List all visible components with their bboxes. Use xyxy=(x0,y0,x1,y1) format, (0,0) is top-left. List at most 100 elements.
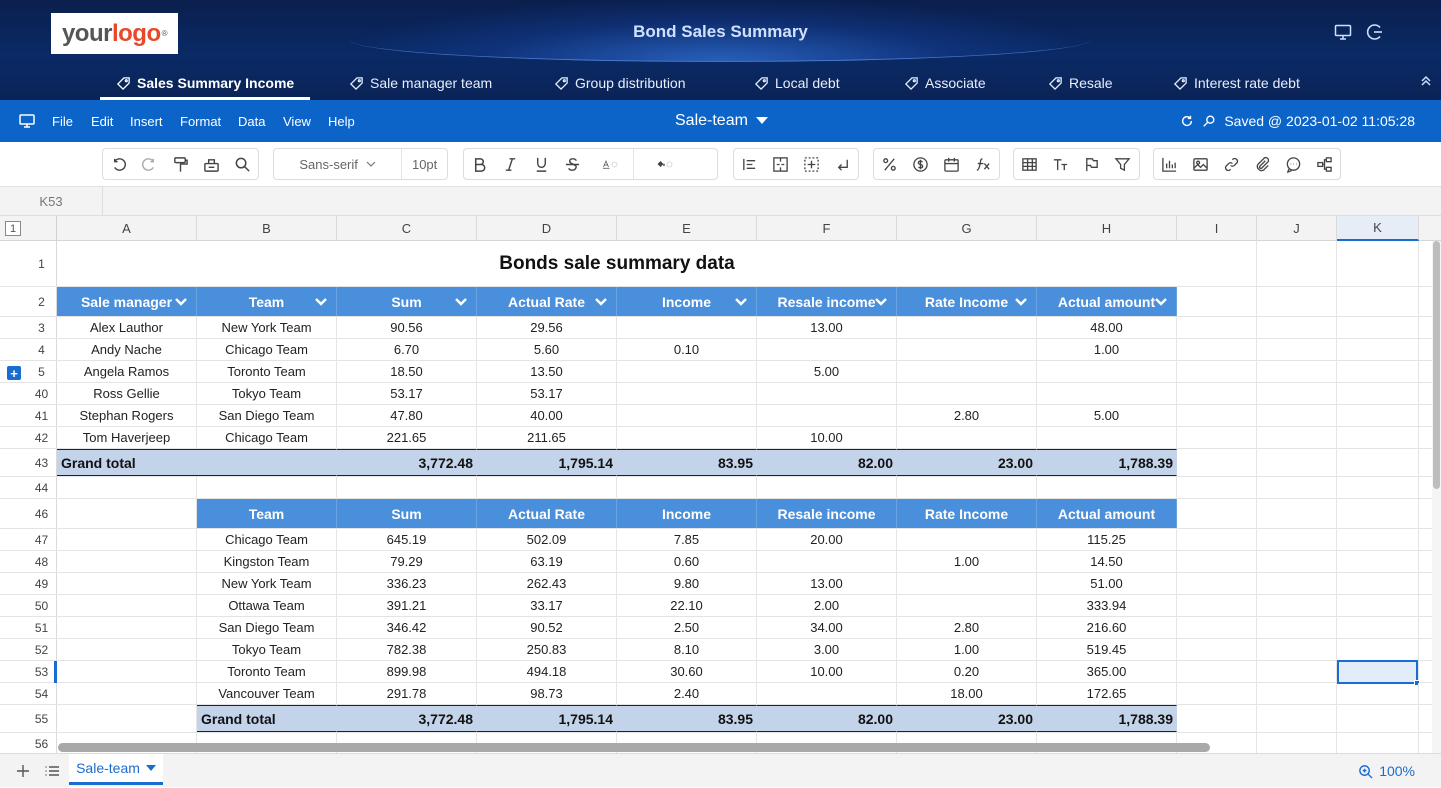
data-cell[interactable] xyxy=(897,595,1037,616)
empty-cell[interactable] xyxy=(1257,705,1337,732)
data-cell[interactable]: New York Team xyxy=(197,573,337,594)
spreadsheet-grid[interactable]: 1 A B C D E F G H I J K 1 Bonds sale summ… xyxy=(0,216,1441,753)
data-cell[interactable]: Tokyo Team xyxy=(197,383,337,404)
data-cell[interactable]: 1.00 xyxy=(897,639,1037,660)
data-cell[interactable]: 645.19 xyxy=(337,529,477,550)
data-cell[interactable] xyxy=(897,573,1037,594)
empty-cell[interactable] xyxy=(1337,383,1419,404)
empty-cell[interactable] xyxy=(1037,477,1177,498)
tab-resale[interactable]: Resale xyxy=(1048,66,1113,100)
filter-dropdown-icon[interactable] xyxy=(314,296,328,308)
data-cell[interactable]: 6.70 xyxy=(337,339,477,360)
empty-cell[interactable] xyxy=(57,499,197,528)
row-header[interactable]: 49 xyxy=(27,573,57,594)
strikethrough-icon[interactable] xyxy=(557,149,588,179)
empty-cell[interactable] xyxy=(1257,241,1337,286)
data-cell[interactable]: 391.21 xyxy=(337,595,477,616)
empty-cell[interactable] xyxy=(57,639,197,660)
column-header-cell[interactable]: Income xyxy=(617,499,757,528)
empty-cell[interactable] xyxy=(1177,529,1257,550)
empty-cell[interactable] xyxy=(1337,427,1419,448)
row-header[interactable]: 4 xyxy=(27,339,57,360)
data-cell[interactable]: 0.20 xyxy=(897,661,1037,682)
tab-associate[interactable]: Associate xyxy=(904,66,986,100)
table-title[interactable]: Bonds sale summary data xyxy=(499,252,735,274)
empty-cell[interactable] xyxy=(1177,339,1257,360)
data-cell[interactable]: New York Team xyxy=(197,317,337,338)
data-cell[interactable]: 5.00 xyxy=(1037,405,1177,426)
data-cell[interactable] xyxy=(897,317,1037,338)
data-cell[interactable] xyxy=(897,529,1037,550)
bold-icon[interactable] xyxy=(464,149,495,179)
row-header[interactable]: 3 xyxy=(27,317,57,338)
grand-total-label[interactable]: Grand total xyxy=(57,449,337,476)
paint-format-icon[interactable] xyxy=(165,149,196,179)
column-header-cell[interactable]: Sum xyxy=(337,499,477,528)
font-size-select[interactable]: 10pt xyxy=(411,156,438,172)
data-cell[interactable] xyxy=(1037,427,1177,448)
data-cell[interactable]: 333.94 xyxy=(1037,595,1177,616)
empty-cell[interactable] xyxy=(57,573,197,594)
data-cell[interactable]: Vancouver Team xyxy=(197,683,337,704)
data-cell[interactable]: Toronto Team xyxy=(197,661,337,682)
tab-group-distribution[interactable]: Group distribution xyxy=(554,66,686,100)
data-cell[interactable]: 8.10 xyxy=(617,639,757,660)
empty-cell[interactable] xyxy=(1257,529,1337,550)
data-cell[interactable]: Stephan Rogers xyxy=(57,405,197,426)
empty-cell[interactable] xyxy=(57,551,197,572)
data-cell[interactable]: 1.00 xyxy=(897,551,1037,572)
percent-icon[interactable] xyxy=(874,149,905,179)
empty-cell[interactable] xyxy=(1257,383,1337,404)
menu-data[interactable]: Data xyxy=(238,113,266,129)
empty-cell[interactable] xyxy=(1177,595,1257,616)
filter-icon[interactable] xyxy=(1107,149,1138,179)
empty-cell[interactable] xyxy=(757,477,897,498)
data-cell[interactable]: 29.56 xyxy=(477,317,617,338)
data-cell[interactable]: Chicago Team xyxy=(197,339,337,360)
empty-cell[interactable] xyxy=(57,477,197,498)
empty-cell[interactable] xyxy=(1337,287,1419,316)
chart-icon[interactable] xyxy=(1154,149,1185,179)
sheet-tab-sale-team[interactable]: Sale-team xyxy=(69,754,163,785)
row-header[interactable]: 48 xyxy=(27,551,57,572)
calendar-icon[interactable] xyxy=(936,149,967,179)
column-header-cell[interactable]: Resale income xyxy=(757,499,897,528)
font-color-icon[interactable] xyxy=(588,149,633,179)
empty-cell[interactable] xyxy=(1257,683,1337,704)
grand-total-value[interactable]: 1,795.14 xyxy=(477,449,617,476)
empty-cell[interactable] xyxy=(57,683,197,704)
grand-total-value[interactable]: 83.95 xyxy=(617,449,757,476)
empty-cell[interactable] xyxy=(1177,733,1257,753)
italic-icon[interactable] xyxy=(495,149,526,179)
data-cell[interactable] xyxy=(757,683,897,704)
data-cell[interactable]: 48.00 xyxy=(1037,317,1177,338)
column-header-cell[interactable]: Sum xyxy=(337,287,477,316)
column-header-cell[interactable]: Income xyxy=(617,287,757,316)
caret-down-icon[interactable] xyxy=(145,765,156,771)
row-header[interactable]: 5 xyxy=(27,361,57,382)
column-header-cell[interactable]: Team xyxy=(197,499,337,528)
row-header[interactable]: 46 xyxy=(27,499,57,528)
add-sheet-icon[interactable] xyxy=(15,763,31,779)
empty-cell[interactable] xyxy=(1337,317,1419,338)
empty-cell[interactable] xyxy=(1257,361,1337,382)
row-header[interactable]: 56 xyxy=(27,733,57,753)
data-cell[interactable]: 79.29 xyxy=(337,551,477,572)
data-cell[interactable]: 20.00 xyxy=(757,529,897,550)
column-header-cell[interactable]: Actual amount xyxy=(1037,499,1177,528)
tab-sale-manager-team[interactable]: Sale manager team xyxy=(349,66,492,100)
sheet-selector[interactable]: Sale-team xyxy=(675,100,768,142)
data-cell[interactable]: 115.25 xyxy=(1037,529,1177,550)
empty-cell[interactable] xyxy=(1337,241,1419,286)
data-cell[interactable]: Ross Gellie xyxy=(57,383,197,404)
data-cell[interactable]: 346.42 xyxy=(337,617,477,638)
row-header[interactable]: 1 xyxy=(27,241,57,286)
image-icon[interactable] xyxy=(1185,149,1216,179)
data-cell[interactable]: Ottawa Team xyxy=(197,595,337,616)
data-cell[interactable]: Tokyo Team xyxy=(197,639,337,660)
vertical-scrollbar-thumb[interactable] xyxy=(1433,241,1440,489)
empty-cell[interactable] xyxy=(1337,499,1419,528)
empty-cell[interactable] xyxy=(1177,573,1257,594)
menu-file[interactable]: File xyxy=(52,113,73,129)
data-cell[interactable]: 18.50 xyxy=(337,361,477,382)
